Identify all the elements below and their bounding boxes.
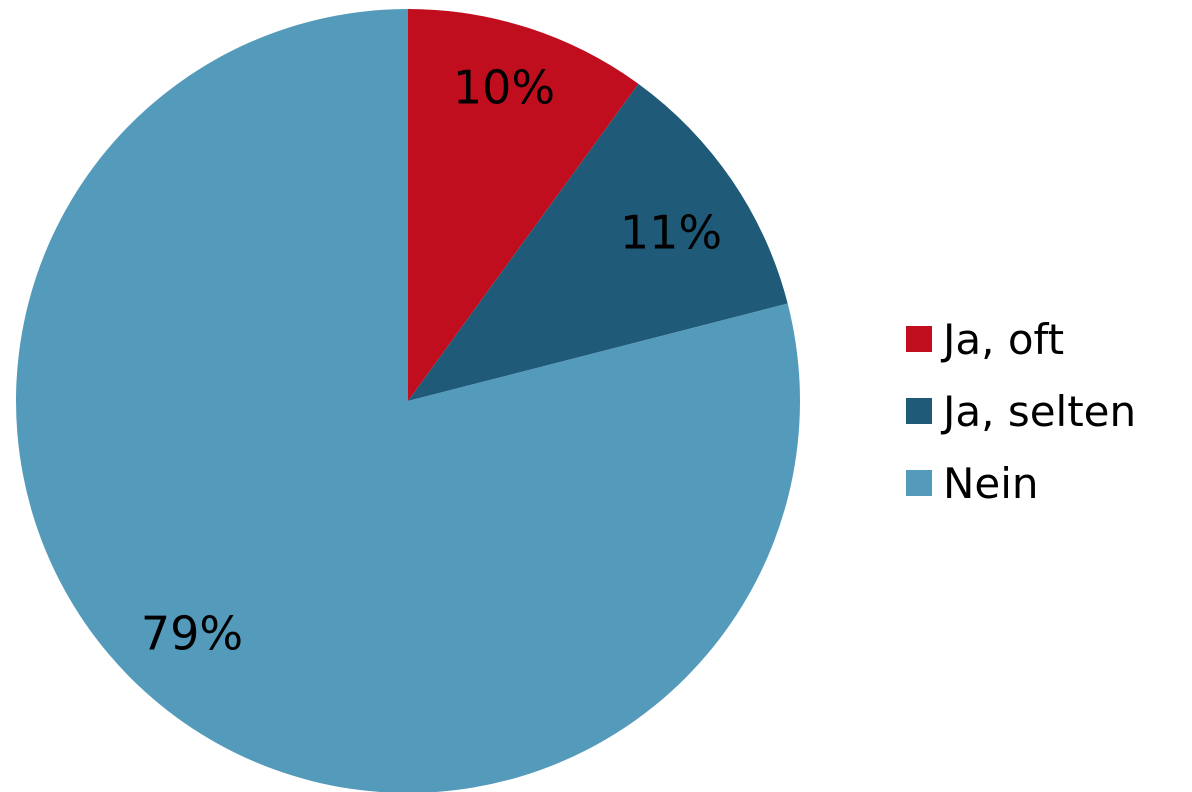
- pie-slice-ja-selten: [408, 83, 788, 401]
- legend-label-nein: Nein: [943, 458, 1039, 508]
- pie-slice-label-nein: 79%: [141, 607, 243, 661]
- pie-slice-label-ja-selten: 11%: [620, 206, 722, 260]
- pie-slice-labels: 10% 11% 79%: [141, 61, 722, 661]
- legend-item-ja-selten: Ja, selten: [906, 375, 1136, 447]
- pie-slices: [16, 9, 801, 792]
- pie-slice-ja-oft: [408, 9, 639, 401]
- legend-swatch-ja-oft: [906, 326, 932, 352]
- legend-swatch-ja-selten: [906, 398, 932, 424]
- pie-slice-label-ja-oft: 10%: [453, 61, 555, 115]
- legend-swatch-nein: [906, 470, 932, 496]
- legend-item-nein: Nein: [906, 447, 1136, 519]
- pie-slice-nein: [16, 9, 801, 792]
- legend-label-ja-selten: Ja, selten: [943, 386, 1137, 436]
- legend-label-ja-oft: Ja, oft: [943, 314, 1065, 364]
- legend: Ja, oft Ja, selten Nein: [906, 303, 1136, 519]
- legend-item-ja-oft: Ja, oft: [906, 303, 1136, 375]
